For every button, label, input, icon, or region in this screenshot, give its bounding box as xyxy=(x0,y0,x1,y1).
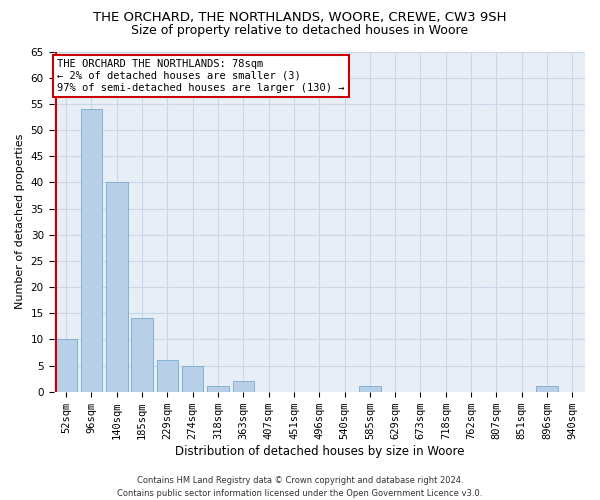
Bar xyxy=(359,386,380,392)
Bar xyxy=(207,386,229,392)
Bar xyxy=(536,386,558,392)
Bar xyxy=(55,340,77,392)
X-axis label: Distribution of detached houses by size in Woore: Distribution of detached houses by size … xyxy=(175,444,464,458)
Bar xyxy=(182,366,203,392)
Bar xyxy=(106,182,128,392)
Text: THE ORCHARD, THE NORTHLANDS, WOORE, CREWE, CW3 9SH: THE ORCHARD, THE NORTHLANDS, WOORE, CREW… xyxy=(93,11,507,24)
Bar xyxy=(131,318,153,392)
Bar xyxy=(81,109,102,392)
Y-axis label: Number of detached properties: Number of detached properties xyxy=(15,134,25,310)
Text: Size of property relative to detached houses in Woore: Size of property relative to detached ho… xyxy=(131,24,469,37)
Bar xyxy=(233,382,254,392)
Text: THE ORCHARD THE NORTHLANDS: 78sqm
← 2% of detached houses are smaller (3)
97% of: THE ORCHARD THE NORTHLANDS: 78sqm ← 2% o… xyxy=(58,60,345,92)
Text: Contains HM Land Registry data © Crown copyright and database right 2024.
Contai: Contains HM Land Registry data © Crown c… xyxy=(118,476,482,498)
Bar xyxy=(157,360,178,392)
